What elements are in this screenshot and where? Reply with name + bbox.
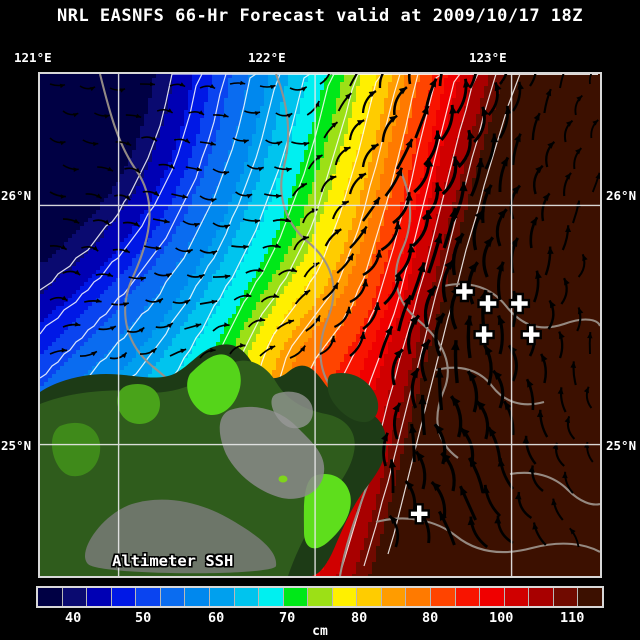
colorbar-cell-13 <box>357 588 382 606</box>
ssh-field-label: Altimeter SSH <box>112 552 234 570</box>
map-plot-area[interactable]: Altimeter SSH 20 cm/s → <box>38 72 602 578</box>
altimeter-marker-0 <box>453 280 476 303</box>
colorbar-cell-9 <box>259 588 284 606</box>
colorbar-cell-6 <box>185 588 210 606</box>
colorbar-cell-4 <box>136 588 161 606</box>
colorbar-cell-7 <box>209 588 235 606</box>
colorbar-tick-80: 80 <box>351 610 368 626</box>
colorbar-tick-70: 70 <box>279 610 296 626</box>
colorbar-cell-15 <box>406 588 431 606</box>
ssh-color-shading <box>40 74 600 576</box>
figure-title: NRL EASNFS 66-Hr Forecast valid at 2009/… <box>56 6 583 26</box>
velocity-arrow-field <box>49 74 600 549</box>
colorbar-cell-18 <box>480 588 505 606</box>
colorbar-cell-22 <box>578 588 602 606</box>
colorbar-tick-60: 60 <box>208 610 225 626</box>
colorbar-cell-14 <box>381 588 407 606</box>
lon-tick-label-122e: 122°E <box>248 50 286 65</box>
colorbar-cell-21 <box>553 588 579 606</box>
ssh-field-svg <box>40 74 600 576</box>
colorbar-cell-3 <box>111 588 137 606</box>
lat-tick-label-right-25n: 25°N <box>606 438 637 453</box>
colorbar-cell-20 <box>529 588 554 606</box>
colorbar-cell-17 <box>455 588 481 606</box>
colorbar-unit-label: cm <box>312 624 328 639</box>
colorbar-tick-50: 50 <box>135 610 152 626</box>
altimeter-marker-3 <box>473 323 495 346</box>
colorbar-tick-40: 40 <box>65 610 82 626</box>
altimeter-marker-5 <box>408 503 430 525</box>
colorbar[interactable] <box>36 586 604 608</box>
lat-tick-label-left-25n: 25°N <box>1 438 32 453</box>
lat-lon-gridlines <box>40 74 600 576</box>
colorbar-tick-110: 110 <box>560 610 585 626</box>
altimeter-track-markers <box>408 280 542 525</box>
altimeter-marker-4 <box>520 323 542 346</box>
colorbar-tick-90: 80 <box>422 610 439 626</box>
altimeter-marker-2 <box>508 292 531 315</box>
lat-tick-label-left-26n: 26°N <box>1 188 32 203</box>
map-canvas <box>40 74 600 576</box>
taiwan-landmass <box>40 344 387 576</box>
colorbar-cell-8 <box>234 588 260 606</box>
colorbar-cell-0 <box>38 588 63 606</box>
lon-tick-label-123e: 123°E <box>469 50 507 65</box>
altimeter-marker-1 <box>477 292 499 315</box>
colorbar-cell-2 <box>87 588 112 606</box>
colorbar-tick-100: 100 <box>489 610 514 626</box>
lon-tick-label-121e: 121°E <box>14 50 52 65</box>
colorbar-cell-11 <box>308 588 333 606</box>
colorbar-cell-12 <box>332 588 358 606</box>
lat-tick-label-right-26n: 26°N <box>606 188 637 203</box>
colorbar-cell-10 <box>283 588 309 606</box>
colorbar-cell-19 <box>504 588 530 606</box>
colorbar-cell-1 <box>62 588 88 606</box>
colorbar-cell-16 <box>431 588 456 606</box>
colorbar-cell-5 <box>160 588 186 606</box>
